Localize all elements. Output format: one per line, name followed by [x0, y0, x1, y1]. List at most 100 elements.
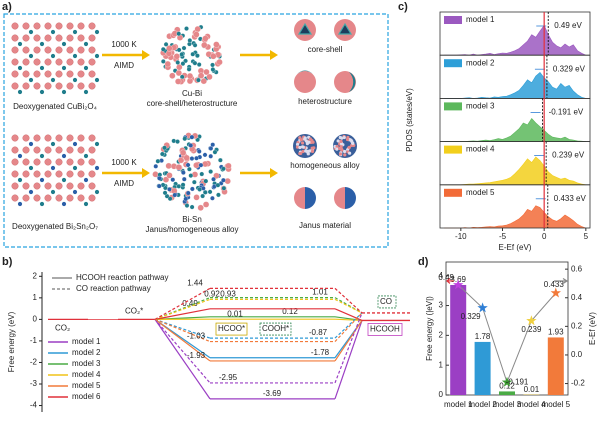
atom [218, 157, 223, 163]
pdos-fill [444, 156, 586, 185]
atom [88, 34, 96, 42]
atom [176, 64, 183, 71]
product-label: Cu-Bi [182, 89, 202, 98]
atom [221, 166, 226, 172]
legend-label: model 3 [466, 102, 495, 111]
atom [202, 35, 209, 42]
atom [44, 46, 52, 54]
atom [22, 170, 30, 178]
atom [55, 58, 63, 66]
value-label: -1.93 [187, 351, 206, 360]
atom [55, 170, 63, 178]
atom [77, 134, 85, 142]
atom [194, 25, 201, 33]
legend-label: model 3 [72, 359, 101, 368]
atom [310, 146, 314, 150]
atom [55, 34, 63, 42]
atom [157, 175, 162, 181]
atom [55, 182, 63, 190]
label-box [377, 295, 397, 309]
atom [166, 172, 173, 179]
x-tick-label: -5 [499, 232, 507, 241]
atom [77, 22, 85, 30]
legend-label: CO reaction pathway [76, 284, 151, 293]
subpanel-frame [439, 184, 591, 229]
atom [33, 46, 41, 54]
center-label: 0.49 eV [554, 21, 582, 30]
connector [334, 287, 363, 314]
connector [154, 308, 211, 320]
legend-swatch [444, 188, 462, 197]
axis-arrow [554, 278, 569, 285]
atom [345, 137, 350, 142]
atom [202, 160, 209, 168]
atom [197, 204, 204, 211]
atom [22, 134, 30, 142]
x-tick-label: model 3 [493, 400, 522, 409]
atom [88, 170, 96, 178]
atom [347, 145, 351, 150]
atom [338, 135, 342, 140]
y-tick-label: 0 [33, 314, 38, 323]
stage-label: CO₂ [55, 323, 70, 332]
atom [339, 144, 343, 148]
outcome-label: core-shell [308, 45, 343, 54]
atom [166, 45, 173, 52]
atom [11, 134, 19, 142]
line-label: 0.433 [544, 280, 565, 289]
pdos-line [444, 71, 586, 99]
atom [50, 29, 56, 35]
atom [172, 192, 178, 198]
atom [213, 41, 220, 48]
legend-label: model 4 [466, 145, 495, 154]
atom [44, 70, 52, 78]
atom [176, 183, 182, 189]
atom [66, 46, 74, 54]
atom [307, 140, 311, 144]
atom [94, 53, 100, 59]
atom [11, 182, 19, 190]
atom [304, 149, 308, 153]
atom [196, 77, 201, 83]
atom [295, 145, 300, 149]
atom [165, 162, 172, 170]
atom [55, 82, 63, 90]
atom [311, 140, 315, 144]
atom [207, 189, 213, 195]
y2-axis-title: E-Ef (eV) [588, 312, 597, 345]
atom [22, 70, 30, 78]
atom [221, 177, 226, 183]
atom [50, 189, 56, 195]
y-tick-label: -2 [30, 358, 38, 367]
atom [11, 82, 19, 90]
atom [33, 170, 41, 178]
atom [175, 139, 180, 144]
atom [11, 194, 19, 202]
value-label: -0.87 [309, 328, 328, 337]
atom [33, 158, 41, 166]
bar-label: 0.01 [524, 385, 540, 394]
y2-tick-label: 0.6 [571, 264, 583, 273]
star-marker [501, 376, 513, 387]
atom [44, 82, 52, 90]
particle-core [337, 22, 353, 35]
atom [83, 41, 89, 47]
y-tick-label: 2 [33, 271, 38, 280]
atom [155, 158, 161, 164]
atom [66, 158, 74, 166]
atom [33, 82, 41, 90]
atom [173, 53, 180, 60]
atom [180, 61, 186, 66]
connector [154, 287, 211, 320]
atom [338, 146, 342, 151]
panel-label: c) [398, 1, 408, 13]
atom [211, 176, 216, 182]
atom [193, 194, 200, 201]
legend-swatch [444, 102, 462, 111]
atom [66, 146, 74, 154]
atom [83, 201, 89, 207]
panel-label: d) [418, 256, 429, 268]
atom [11, 22, 19, 30]
atom [33, 194, 41, 202]
atom [335, 144, 339, 149]
